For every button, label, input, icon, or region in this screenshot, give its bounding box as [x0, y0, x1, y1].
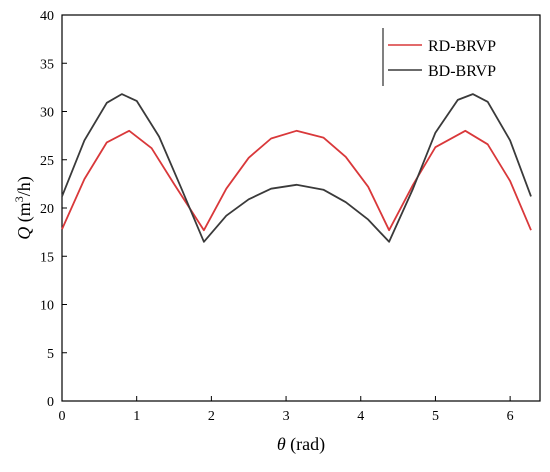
series-line-rd-brvp	[61, 129, 532, 232]
x-tick-label: 0	[59, 409, 66, 424]
x-tick-label: 6	[507, 409, 514, 424]
y-axis-label-unit-start: (m	[14, 202, 35, 227]
x-tick-label: 5	[432, 409, 439, 424]
axis-ticks: 0 1 2 3 4 5 6 0 5 10 15 20 25 30 35 40	[40, 9, 514, 424]
x-axis-label-symbol: θ	[277, 434, 286, 454]
y-tick-label: 40	[40, 9, 54, 24]
x-tick-label: 4	[357, 409, 364, 424]
legend-label-bd-brvp: BD-BRVP	[428, 63, 496, 80]
x-axis-label-unit: (rad)	[286, 434, 325, 455]
y-tick-label: 5	[47, 347, 54, 362]
series-lines	[61, 93, 532, 243]
x-tick-label: 3	[283, 409, 290, 424]
y-axis-label-unit-end: /h)	[14, 176, 35, 196]
legend: RD-BRVP BD-BRVP	[382, 28, 533, 86]
x-tick-label: 1	[133, 409, 140, 424]
y-tick-label: 0	[47, 395, 54, 410]
y-tick-label: 20	[40, 202, 54, 217]
legend-label-rd-brvp: RD-BRVP	[428, 38, 496, 55]
y-axis-label-unit-sup: 3	[12, 196, 26, 202]
y-tick-label: 25	[40, 154, 54, 169]
y-tick-label: 35	[40, 57, 54, 72]
y-axis-label-symbol: Q	[14, 227, 34, 240]
x-tick-label: 2	[208, 409, 215, 424]
x-axis-label: θ (rad)	[277, 434, 325, 455]
y-tick-label: 30	[40, 106, 54, 121]
series-line-bd-brvp	[61, 93, 532, 243]
y-tick-label: 10	[40, 299, 54, 314]
y-tick-label: 15	[40, 250, 54, 265]
y-axis-label: Q (m3/h)	[12, 176, 35, 240]
legend-box	[383, 28, 533, 86]
